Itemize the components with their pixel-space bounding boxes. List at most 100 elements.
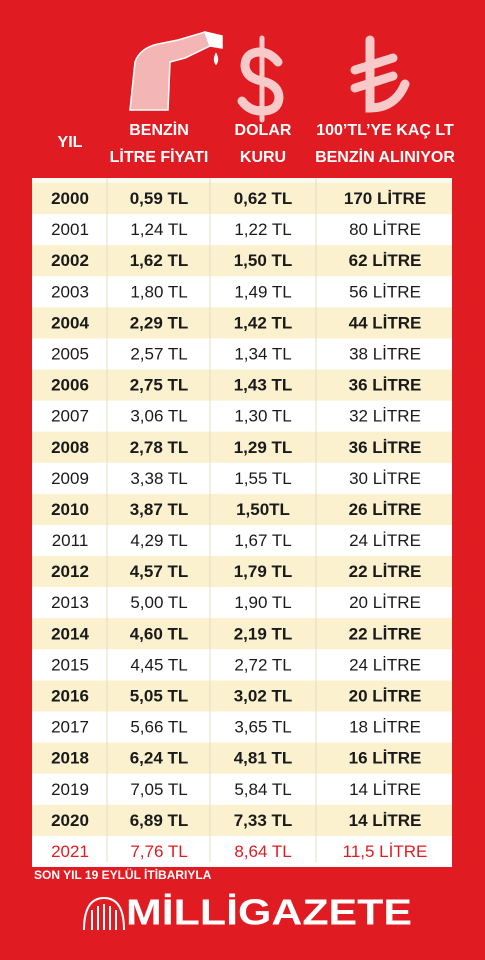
column-header: DOLAR <box>235 122 292 139</box>
table-cell: 14 LİTRE <box>349 780 421 799</box>
table-cell: 8,64 TL <box>234 842 291 861</box>
table-cell: 3,02 TL <box>234 686 293 705</box>
table-cell: 11,5 LİTRE <box>343 842 428 861</box>
table-cell: 1,22 TL <box>234 220 291 239</box>
table-row <box>32 276 452 308</box>
table-cell: 30 LİTRE <box>349 469 421 488</box>
table-row <box>32 587 452 619</box>
table-row <box>32 804 452 836</box>
table-row <box>32 214 452 246</box>
table-cell: 2004 <box>51 313 89 332</box>
table-cell: 2,75 TL <box>130 376 189 395</box>
table-cell: 80 LİTRE <box>349 220 421 239</box>
table-cell: 5,66 TL <box>130 718 187 737</box>
table-cell: 24 LİTRE <box>349 531 421 550</box>
table-cell: 7,05 TL <box>130 780 187 799</box>
table-row <box>32 711 452 743</box>
logo: MİLLİGAZETE <box>126 892 412 933</box>
table-cell: 2,29 TL <box>130 313 189 332</box>
table-cell: 7,76 TL <box>130 842 187 861</box>
table-cell: 62 LİTRE <box>349 251 422 270</box>
table-cell: 2003 <box>51 282 89 301</box>
column-header: KURU <box>240 149 286 166</box>
table-cell: 4,29 TL <box>130 531 187 550</box>
table-cell: 4,81 TL <box>234 749 293 768</box>
table-cell: 1,80 TL <box>130 282 187 301</box>
table-cell: 24 LİTRE <box>349 655 421 674</box>
table-cell: 26 LİTRE <box>349 500 422 519</box>
table-cell: 1,62 TL <box>130 251 189 270</box>
table-cell: 56 LİTRE <box>349 282 421 301</box>
table-cell: 20 LİTRE <box>349 593 421 612</box>
table-cell: 1,34 TL <box>234 344 291 363</box>
table-cell: 2014 <box>51 624 89 643</box>
table-cell: 2013 <box>51 593 89 612</box>
table-cell: 2006 <box>51 376 89 395</box>
table-row <box>32 369 452 401</box>
table-cell: 2001 <box>51 220 89 239</box>
table-cell: 18 LİTRE <box>349 718 421 737</box>
table-row <box>32 773 452 805</box>
table-cell: 32 LİTRE <box>349 407 421 426</box>
table-cell: 1,24 TL <box>130 220 187 239</box>
table-cell: 44 LİTRE <box>349 313 422 332</box>
table-cell: 2017 <box>51 718 89 737</box>
table-cell: 1,50 TL <box>234 251 293 270</box>
table-row <box>32 307 452 339</box>
table-cell: 4,60 TL <box>130 624 189 643</box>
table-cell: 5,84 TL <box>234 780 291 799</box>
table-cell: 1,67 TL <box>234 531 291 550</box>
table-cell: 2012 <box>51 562 89 581</box>
footnote: SON YIL 19 EYLÜL İTİBARIYLA <box>34 867 212 882</box>
table-cell: 2007 <box>51 407 89 426</box>
table-cell: 20 LİTRE <box>349 686 422 705</box>
table-cell: 2002 <box>51 251 89 270</box>
table-cell: 1,50TL <box>236 500 290 519</box>
table-row <box>32 525 452 557</box>
table-cell: 170 LİTRE <box>344 189 426 208</box>
table-cell: 22 LİTRE <box>349 562 422 581</box>
table-cell: 3,65 TL <box>234 718 291 737</box>
table-cell: 2000 <box>51 189 89 208</box>
table-row <box>32 338 452 370</box>
fuel-nozzle-icon <box>129 30 223 111</box>
table-cell: 2,19 TL <box>234 624 293 643</box>
table-cell: 1,42 TL <box>234 313 293 332</box>
table-row <box>32 680 452 712</box>
table-cell: 5,00 TL <box>130 593 187 612</box>
table-cell: 3,38 TL <box>130 469 187 488</box>
table-cell: 2,78 TL <box>130 438 189 457</box>
table-row <box>32 493 452 525</box>
column-header: BENZİN <box>129 121 189 139</box>
table-cell: 4,45 TL <box>130 655 187 674</box>
table-cell: 1,49 TL <box>234 282 291 301</box>
table-cell: 14 LİTRE <box>349 811 422 830</box>
table-cell: 2021 <box>51 842 89 861</box>
table-cell: 2020 <box>51 811 89 830</box>
table-cell: 2019 <box>51 780 89 799</box>
table-cell: 2010 <box>51 500 89 519</box>
table-cell: 6,89 TL <box>130 811 189 830</box>
table-row <box>32 556 452 588</box>
lira-icon <box>350 35 410 113</box>
table-cell: 2015 <box>51 655 89 674</box>
table-row <box>32 400 452 432</box>
table-cell: 0,62 TL <box>234 189 293 208</box>
table-cell: 2018 <box>51 749 89 768</box>
table-cell: 4,57 TL <box>130 562 189 581</box>
table-cell: 0,59 TL <box>130 189 189 208</box>
table-cell: 2,72 TL <box>234 655 291 674</box>
table-cell: 2008 <box>51 438 89 457</box>
table-cell: 2,57 TL <box>130 344 187 363</box>
table-cell: 3,87 TL <box>130 500 189 519</box>
table-row <box>32 649 452 681</box>
table-row <box>32 835 452 867</box>
table-row <box>32 462 452 494</box>
table-row <box>32 431 452 463</box>
table-cell: 5,05 TL <box>130 686 189 705</box>
column-header: LİTRE FİYATI <box>110 148 209 166</box>
table-row <box>32 245 452 277</box>
table-cell: 2005 <box>51 344 89 363</box>
table-cell: 22 LİTRE <box>349 624 422 643</box>
